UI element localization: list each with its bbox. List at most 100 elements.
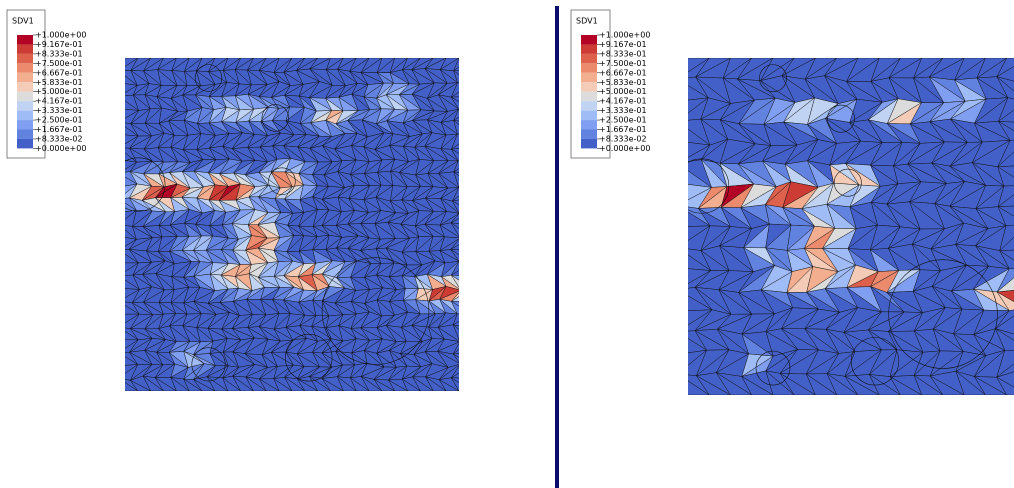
legend-label: +6.667e-01 [599,68,647,77]
mesh-element [451,97,459,110]
mesh-element [453,116,459,122]
mesh-circle [285,334,333,382]
mesh-element [321,378,344,391]
mesh-element [997,206,1014,226]
legend-left: SDV1 +1.000e+00+9.167e-01+8.333e-01+7.50… [6,9,86,159]
legend-label: +1.000e+00 [599,31,650,40]
mesh-element [805,373,838,395]
legend-swatch [581,35,597,45]
mesh-element [170,376,190,391]
mesh-element [453,160,459,173]
mesh-element [452,187,459,202]
mesh-element [451,200,459,214]
mesh-circle [268,167,296,195]
mesh-circle [755,350,791,386]
mesh-circle [321,257,430,365]
legend-label: +2.500e-01 [599,116,647,125]
mesh-element [999,250,1014,269]
legend-swatch [17,101,33,111]
mesh-element [451,274,459,288]
mesh-element [779,373,816,395]
mesh-element [995,328,1014,351]
mesh-element [452,66,459,72]
legend-swatch [581,101,597,111]
mesh-element [450,261,459,276]
legend-swatch [17,82,33,92]
mesh-element [451,365,459,378]
legend-swatch [581,53,597,64]
legend-label: +6.667e-01 [35,68,83,77]
legend-label: +3.333e-01 [599,106,647,115]
mesh-circle [261,104,289,132]
mesh-element [453,108,459,121]
mesh-element [996,291,1014,311]
mesh-left [125,58,459,391]
mesh-element [206,376,229,391]
mesh-circle [125,157,166,212]
mesh-element [373,379,396,391]
legend-swatch [17,91,33,102]
legend-swatch [581,44,597,54]
mesh-element [688,380,710,395]
legend-swatch [17,110,33,121]
mesh-element [996,76,1014,100]
mesh-element [183,378,203,391]
mesh-element [450,213,459,223]
mesh-element [929,375,965,395]
mesh-element [450,222,459,237]
mesh-element [889,376,923,395]
mesh-circle [833,168,862,197]
legend-swatch [581,110,597,121]
mesh-element [868,373,901,395]
legend-swatch [17,63,33,73]
mesh-element [425,376,447,391]
legend-label: +5.833e-01 [35,78,83,87]
mesh-element [259,378,280,391]
mesh-element [451,199,459,205]
legend-swatch [17,53,33,64]
mesh-element [154,377,177,391]
mesh-circle [827,104,855,133]
legend-label: +8.333e-02 [35,134,83,143]
mesh-element [452,353,459,363]
legend-swatch [17,72,33,83]
mesh-element [996,376,1014,395]
mesh-element [401,378,421,391]
legend-swatch [581,72,597,83]
mesh-element [453,171,459,188]
mesh-element [450,133,459,150]
legend-swatch [581,129,597,139]
mesh-circle [191,347,226,382]
legend-label: +0.000e+00 [35,144,86,153]
mesh-element [451,292,459,302]
legend-label: +3.333e-01 [35,106,83,115]
mesh-element [452,324,459,341]
legend-label: +9.167e-01 [35,40,83,49]
legend-label: +8.333e-01 [35,49,83,58]
mesh-element [450,82,459,98]
mesh-element [232,375,254,391]
mesh-element [452,349,459,355]
mesh-element [284,376,306,391]
mesh-element [273,378,293,391]
legend-label: +1.000e+00 [35,31,86,40]
mesh-element [453,168,459,173]
mesh-element [452,321,459,327]
legend-title: SDV1 [12,17,34,26]
mesh-element [741,375,774,395]
mesh-element [453,70,459,84]
mesh-element [412,376,434,391]
mesh-element [452,342,459,355]
mesh-element [998,121,1014,141]
mesh-circle [688,158,730,214]
mesh-element [361,376,383,391]
legend-label: +1.667e-01 [599,125,647,134]
mesh-element [716,372,753,395]
legend-label: +5.000e-01 [35,87,83,96]
legend-label: +8.333e-02 [599,134,647,143]
mesh-element [439,379,459,391]
legend-label: +4.167e-01 [599,97,647,106]
legend-swatch [581,120,597,130]
legend-swatch [581,82,597,92]
